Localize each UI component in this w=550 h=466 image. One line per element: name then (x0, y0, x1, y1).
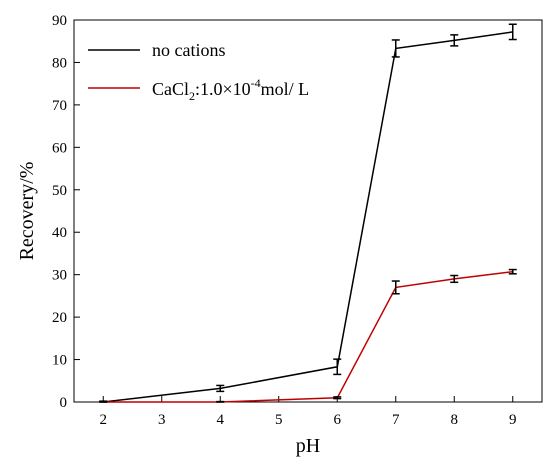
series-layer (99, 23, 517, 403)
legend-label-cacl2-prefix: CaCl (152, 79, 189, 99)
y-tick-label: 10 (52, 353, 67, 369)
y-tick-label: 80 (52, 55, 67, 71)
y-tick-label: 40 (52, 225, 67, 241)
legend-label-no-cations: no cations (152, 40, 226, 60)
legend-label-cacl2-sup: -4 (251, 76, 261, 90)
y-tick-label: 30 (52, 268, 67, 284)
y-tick-label: 20 (52, 310, 67, 326)
x-tick-label: 4 (217, 412, 225, 428)
x-tick-label: 5 (275, 412, 283, 428)
x-tick-label: 3 (158, 412, 166, 428)
plot-frame (73, 19, 543, 403)
x-tick-label: 7 (392, 412, 400, 428)
y-tick-label: 60 (52, 140, 67, 156)
legend-label-cacl2-mid: :1.0×10 (195, 79, 251, 99)
y-axis-title: Recovery/% (16, 162, 38, 261)
x-axis-title: pH (296, 435, 320, 457)
y-axis-ticks: 0 10 20 30 40 50 60 70 80 90 (52, 13, 80, 411)
legend-label-cacl2-suffix: mol/ L (261, 79, 310, 99)
x-tick-label: 2 (100, 412, 108, 428)
x-tick-label: 6 (334, 412, 342, 428)
x-tick-label: 8 (451, 412, 459, 428)
legend: no cations CaCl2:1.0×10-4mol/ L (88, 40, 309, 103)
x-axis-ticks: 2 3 4 5 6 7 8 9 (100, 396, 517, 428)
series-line-2 (103, 270, 513, 403)
legend-label-cacl2: CaCl2:1.0×10-4mol/ L (152, 76, 309, 103)
y-tick-label: 50 (52, 183, 67, 199)
y-tick-label: 70 (52, 98, 67, 114)
x-tick-label: 9 (509, 412, 517, 428)
y-tick-label: 90 (52, 13, 67, 29)
y-tick-label: 0 (60, 395, 68, 411)
legend-label-cacl2-sub: 2 (189, 89, 195, 103)
series-line-1 (103, 31, 513, 403)
